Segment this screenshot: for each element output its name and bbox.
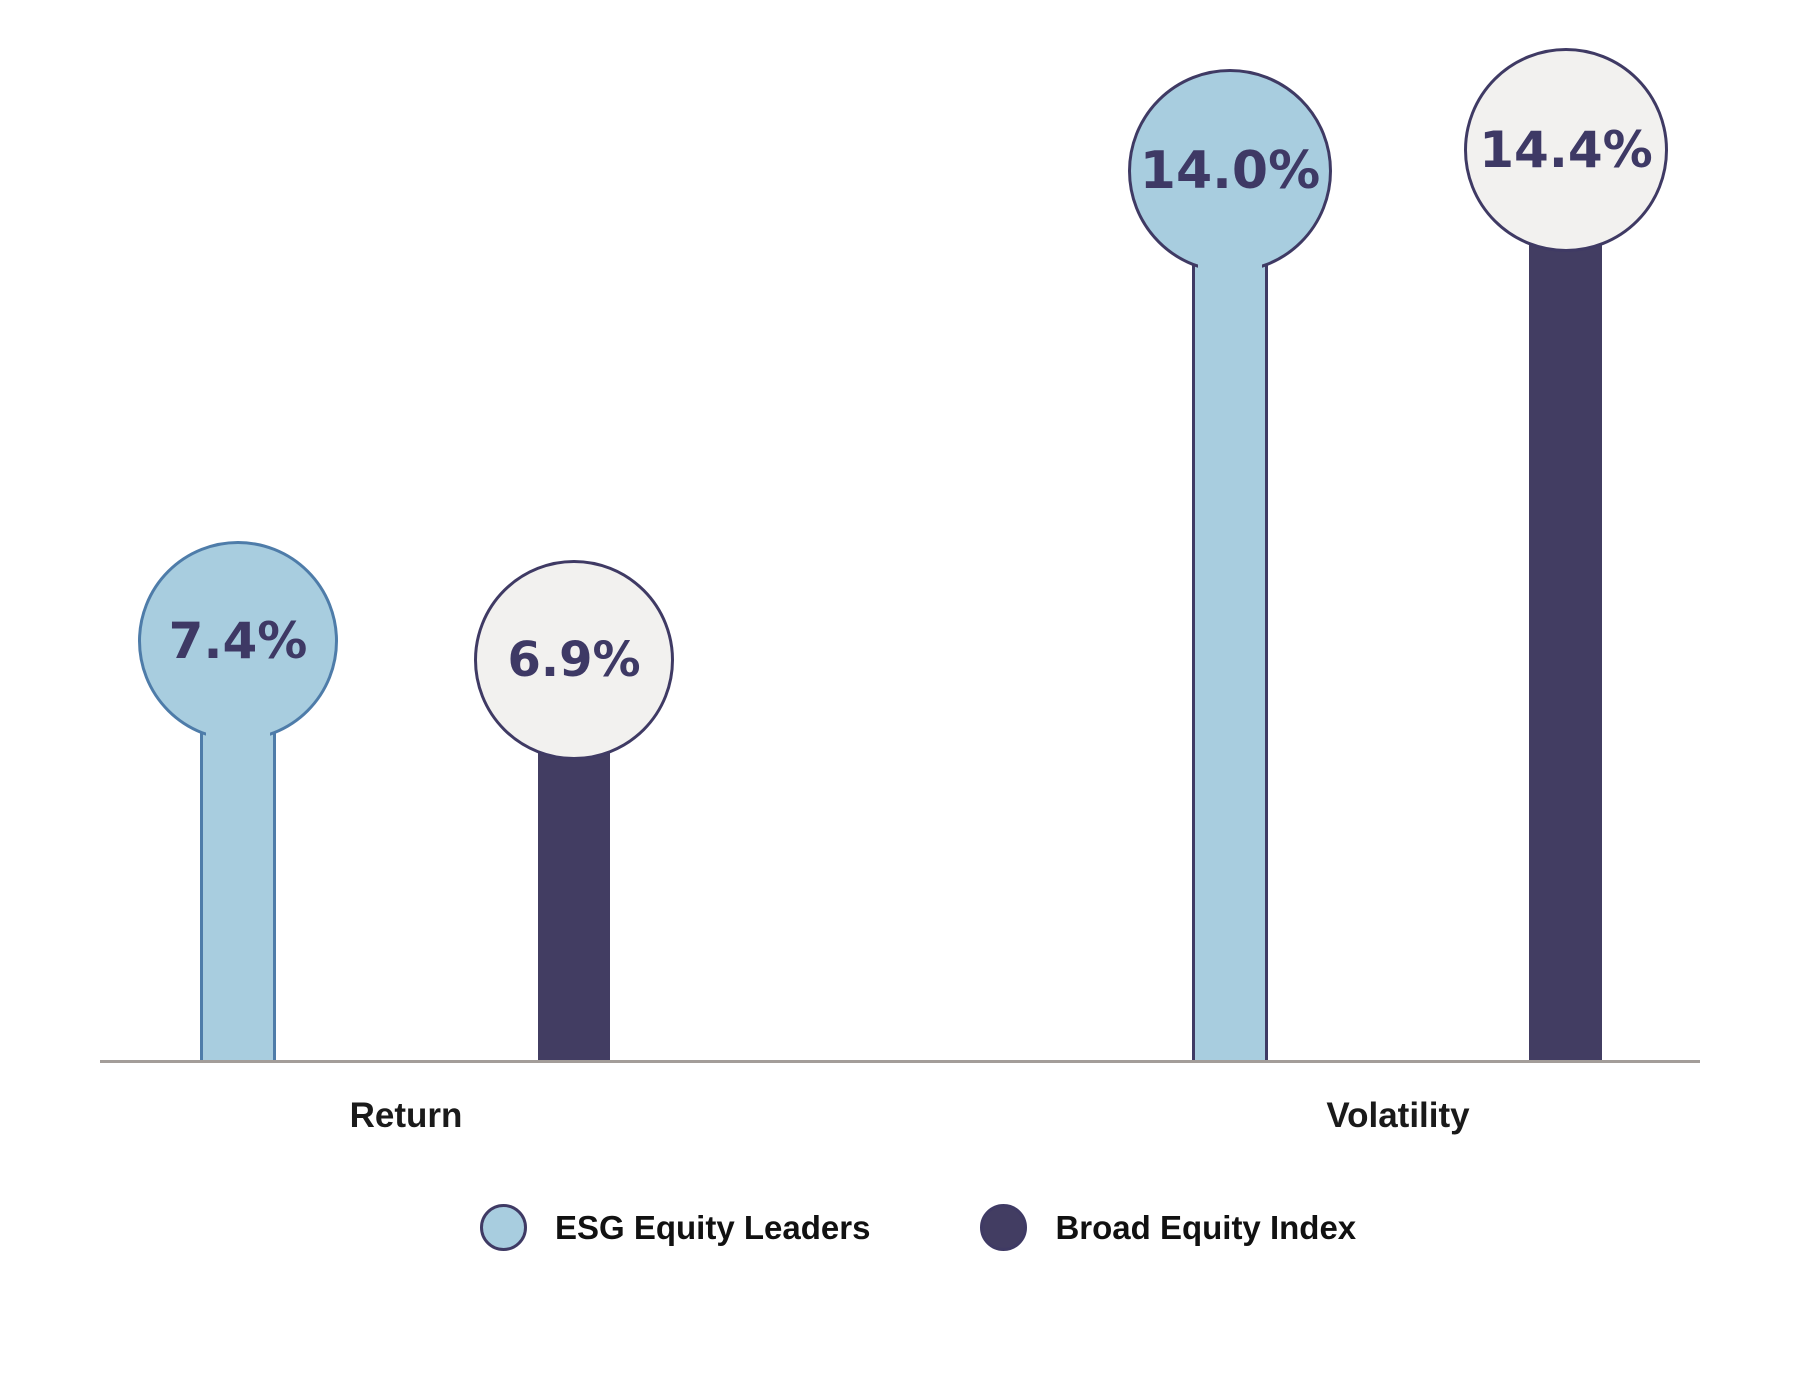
esg-return-seam bbox=[206, 726, 270, 750]
broad-volatility-bubble: 14.4% bbox=[1464, 48, 1668, 252]
legend-item-broad: Broad Equity Index bbox=[980, 1204, 1356, 1251]
broad-legend-label: Broad Equity Index bbox=[1055, 1208, 1357, 1246]
esg-legend-label: ESG Equity Leaders bbox=[555, 1208, 871, 1246]
legend: ESG Equity Leaders Broad Equity Index bbox=[480, 1204, 1356, 1251]
category-label-return: Return bbox=[349, 1096, 463, 1135]
esg-return-bubble: 7.4% bbox=[138, 541, 338, 741]
esg-legend-swatch-icon bbox=[480, 1204, 527, 1251]
broad-legend-swatch-icon bbox=[980, 1204, 1028, 1251]
legend-item-esg: ESG Equity Leaders bbox=[480, 1204, 870, 1251]
esg-return-value-label: 7.4% bbox=[168, 612, 308, 670]
category-label-volatility: Volatility bbox=[1326, 1096, 1470, 1135]
x-axis-line bbox=[100, 1060, 1700, 1063]
broad-volatility-value-label: 14.4% bbox=[1479, 121, 1653, 179]
esg-volatility-value-label: 14.0% bbox=[1139, 141, 1321, 201]
esg-volatility-bubble: 14.0% bbox=[1128, 69, 1332, 273]
esg-volatility-seam bbox=[1198, 258, 1262, 284]
broad-return-bubble: 6.9% bbox=[474, 560, 674, 760]
broad-return-value-label: 6.9% bbox=[507, 632, 641, 688]
broad-volatility-stem bbox=[1529, 150, 1602, 1062]
esg-volatility-stem bbox=[1192, 171, 1268, 1062]
